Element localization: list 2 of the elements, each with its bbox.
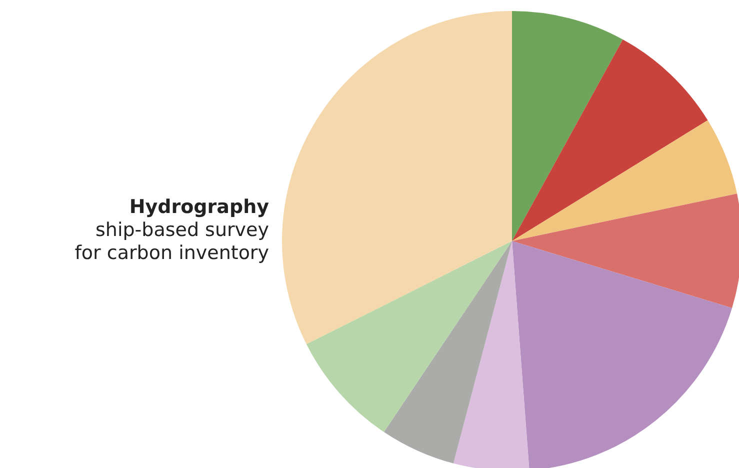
text: Hydrography [128,196,269,219]
text: ship-based survey for carbon inventory [74,219,269,265]
